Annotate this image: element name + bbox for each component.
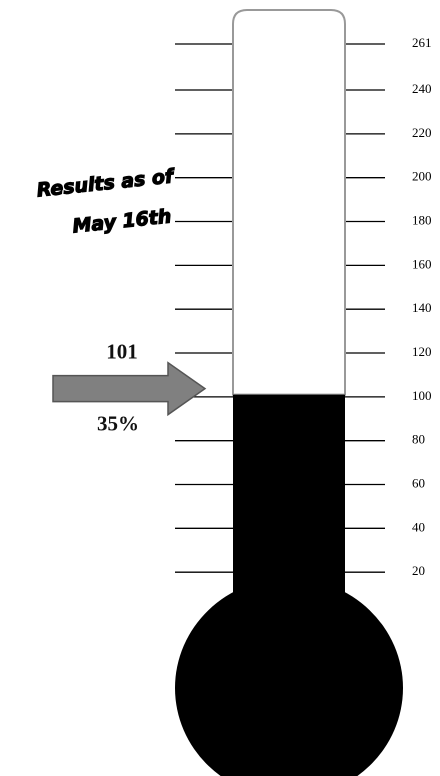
y-tick-label: 60	[412, 475, 425, 490]
y-tick-label: 80	[412, 432, 425, 447]
y-tick-label: 40	[412, 519, 425, 534]
percent-label: 35%	[97, 411, 139, 435]
y-tick-label: 200	[412, 169, 432, 184]
annotation-line: Results as of	[36, 165, 177, 201]
y-tick-label: 240	[412, 81, 432, 96]
value-label: 101	[106, 339, 138, 363]
bulb	[175, 578, 403, 776]
y-tick-label: 100	[412, 388, 432, 403]
y-tick-label: 261	[412, 35, 432, 50]
arrow	[53, 363, 205, 415]
tube	[233, 10, 345, 395]
annotation-line: May 16th	[71, 205, 172, 237]
y-tick-label: 220	[412, 125, 432, 140]
y-tick-label: 180	[412, 213, 432, 228]
y-tick-label: 120	[412, 344, 432, 359]
y-tick-label: 20	[412, 563, 425, 578]
y-tick-label: 160	[412, 256, 432, 271]
chart: Results as of May 16th 20 40 60 80 100 120 140…	[0, 0, 440, 776]
y-tick-label: 140	[412, 300, 432, 315]
